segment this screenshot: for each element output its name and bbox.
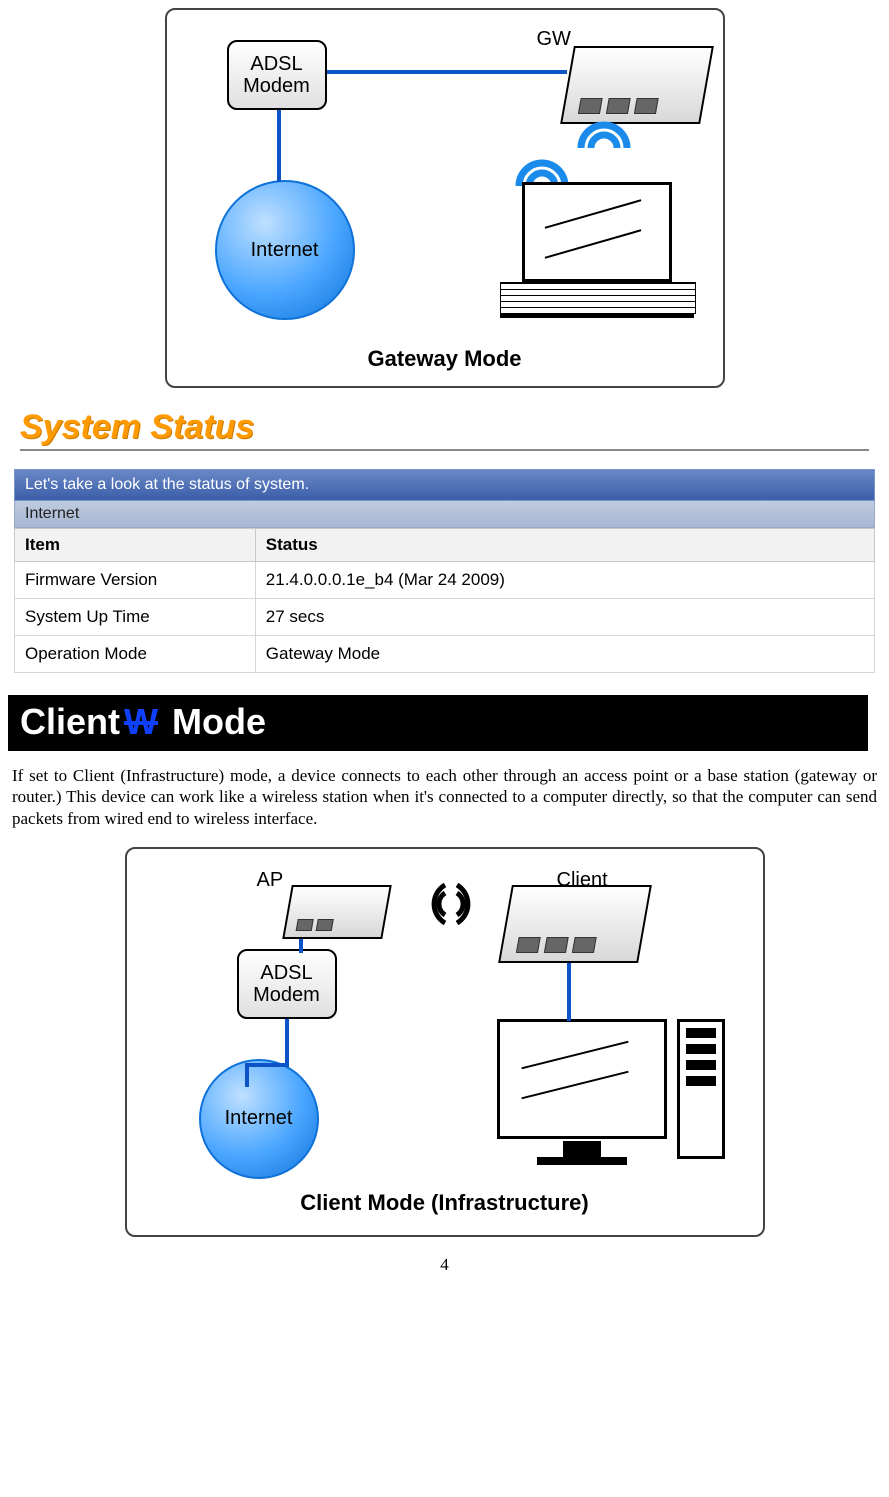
cable bbox=[245, 1063, 249, 1087]
diagram-caption: Gateway Mode bbox=[167, 340, 723, 382]
cell-item: Firmware Version bbox=[15, 562, 256, 599]
pc-node bbox=[497, 1019, 667, 1165]
wifi-icon bbox=[405, 879, 449, 929]
cable bbox=[299, 939, 303, 953]
status-banner: Let's take a look at the status of syste… bbox=[14, 469, 875, 501]
page-number: 4 bbox=[8, 1255, 881, 1275]
adsl-modem-node: ADSLModem bbox=[227, 40, 327, 110]
cell-item: Operation Mode bbox=[15, 636, 256, 673]
gw-device bbox=[560, 46, 714, 124]
cable bbox=[327, 70, 567, 74]
col-header-item: Item bbox=[15, 529, 256, 562]
cable bbox=[285, 1019, 289, 1063]
client-device bbox=[498, 885, 652, 963]
gateway-mode-diagram: ADSLModem GW Internet bbox=[8, 8, 881, 388]
heading-text-post: Mode bbox=[162, 701, 266, 742]
status-table: Item Status Firmware Version 21.4.0.0.0.… bbox=[14, 528, 875, 673]
divider bbox=[20, 449, 869, 451]
gw-label: GW bbox=[537, 28, 571, 51]
wifi-icon bbox=[453, 879, 497, 929]
table-row: System Up Time 27 secs bbox=[15, 599, 875, 636]
cell-item: System Up Time bbox=[15, 599, 256, 636]
cable bbox=[567, 963, 571, 1021]
system-status-title: System Status bbox=[14, 402, 875, 449]
diagram-caption: Client Mode (Infrastructure) bbox=[127, 1184, 763, 1226]
internet-node: Internet bbox=[199, 1059, 319, 1179]
cell-status: 27 secs bbox=[255, 599, 874, 636]
diagram-canvas: AP Client ADSLModem Internet bbox=[127, 849, 763, 1184]
col-header-status: Status bbox=[255, 529, 874, 562]
cell-status: 21.4.0.0.0.1e_b4 (Mar 24 2009) bbox=[255, 562, 874, 599]
cell-status: Gateway Mode bbox=[255, 636, 874, 673]
table-header-row: Item Status bbox=[15, 529, 875, 562]
status-group-internet: Internet bbox=[14, 501, 875, 528]
diagram-canvas: ADSLModem GW Internet bbox=[167, 10, 723, 340]
client-mode-heading: ClientW Mode bbox=[8, 695, 868, 751]
diagram-frame: AP Client ADSLModem Internet bbox=[125, 847, 765, 1237]
cable bbox=[277, 110, 281, 182]
cable bbox=[245, 1063, 289, 1067]
system-status-panel: System Status Let's take a look at the s… bbox=[8, 402, 881, 673]
heading-text-struck: W bbox=[124, 701, 158, 742]
table-row: Firmware Version 21.4.0.0.0.1e_b4 (Mar 2… bbox=[15, 562, 875, 599]
diagram-frame: ADSLModem GW Internet bbox=[165, 8, 725, 388]
wifi-icon bbox=[577, 118, 631, 152]
client-mode-diagram: AP Client ADSLModem Internet bbox=[8, 847, 881, 1237]
internet-node: Internet bbox=[215, 180, 355, 320]
table-row: Operation Mode Gateway Mode bbox=[15, 636, 875, 673]
ap-device bbox=[282, 885, 392, 939]
ap-label: AP bbox=[257, 869, 284, 892]
laptop-node bbox=[497, 182, 697, 332]
heading-text-pre: Client bbox=[20, 701, 120, 742]
client-mode-body: If set to Client (Infrastructure) mode, … bbox=[8, 765, 881, 829]
adsl-modem-node: ADSLModem bbox=[237, 949, 337, 1019]
